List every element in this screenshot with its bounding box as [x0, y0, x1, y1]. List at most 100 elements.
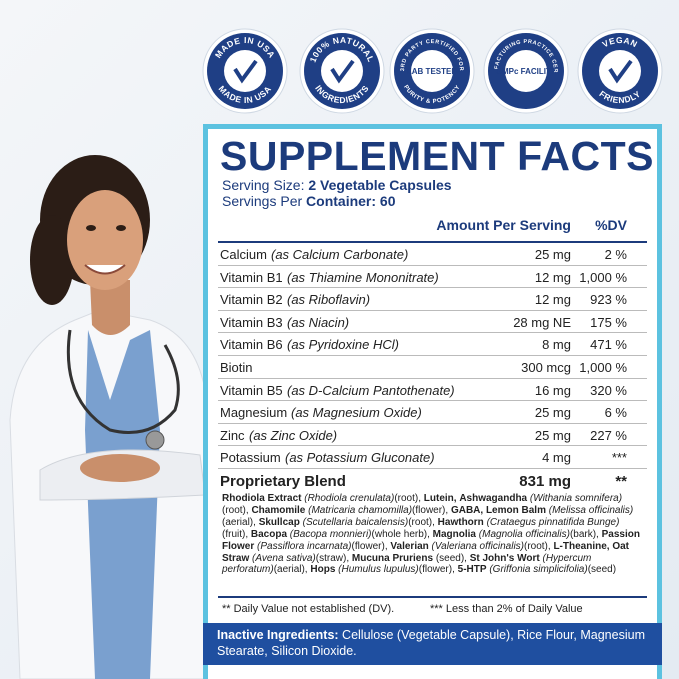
ingredient-part: (fruit),: [222, 528, 249, 540]
amount: 28 mg NE: [513, 314, 571, 330]
badge-icon: [608, 59, 633, 84]
nutrient-row: Magnesium (as Magnesium Oxide) 25 mg 6 %: [218, 401, 647, 424]
ingredient-name: Mucuna Pruriens: [351, 552, 434, 564]
nutrient-source: (as Pyridoxine HCl): [287, 337, 399, 353]
badge-center-text: GMPc FACILITY: [496, 67, 557, 76]
ingredient-part: (flower),: [351, 540, 388, 552]
servings-per-container: Servings Per Container: 60: [222, 193, 396, 209]
daily-value: 227 %: [590, 427, 627, 443]
amount-header: Amount Per Serving: [436, 217, 571, 233]
ingredient-name: L-Theanine, Oat Straw: [222, 540, 630, 564]
ingredient-latin: (Crataegus pinnatifida Bunge): [486, 516, 620, 528]
daily-value: 471 %: [590, 337, 627, 353]
amount: 4 mg: [542, 450, 571, 466]
ingredient-part: (root),: [222, 504, 249, 516]
ingredient-part: (bark),: [569, 528, 599, 540]
badge-inner: [411, 50, 453, 92]
ingredient-latin: (Scutellaria baicalensis): [302, 516, 409, 528]
ingredient-latin: (Griffonia simplicifolia): [489, 564, 588, 576]
ingredient-part: (seed): [587, 564, 617, 576]
serving-size-label: Serving Size:: [222, 177, 305, 193]
ingredient-name: Ashwagandha: [459, 493, 528, 504]
badge-icon: [330, 59, 355, 84]
nutrient-name: Vitamin B2: [220, 292, 283, 308]
ingredient-latin: (Avena sativa): [252, 552, 316, 564]
blend-ingredients: Rhodiola Extract (Rhodiola crenulata)(ro…: [222, 493, 645, 576]
daily-value: 1,000 %: [579, 359, 627, 375]
nutrient-source: (as Niacin): [287, 314, 350, 330]
nutrient-source: (as Riboflavin): [287, 292, 371, 308]
amount: 16 mg: [534, 382, 571, 398]
nutrient-row: Potassium (as Potassium Gluconate) 4 mg ***: [218, 446, 647, 469]
ingredient-part: (whole herb),: [371, 528, 430, 540]
nutrient-row: Vitamin B6 (as Pyridoxine HCl) 8 mg 471 %: [218, 333, 647, 356]
daily-value: 1,000 %: [579, 269, 627, 285]
serving-size: Serving Size: 2 Vegetable Capsules: [222, 177, 452, 193]
nutrient-name: Magnesium: [220, 405, 288, 421]
footnote: *** Less than 2% of Daily Value: [430, 603, 583, 615]
blend-row: Proprietary Blend 831 mg **: [218, 469, 647, 493]
divider: [218, 596, 647, 598]
nutrient-row: Vitamin B3 (as Niacin) 28 mg NE 175 %: [218, 311, 647, 334]
ingredient-part: (root),: [524, 540, 551, 552]
amount: 25 mg: [534, 427, 571, 443]
ingredient-latin: (Rhodiola crenulata): [304, 493, 395, 504]
amount: 12 mg: [534, 292, 571, 308]
nutrient-name: Vitamin B6: [220, 337, 283, 353]
nutrient-name: Calcium: [220, 247, 267, 262]
badge-center-text: LAB TESTED: [407, 67, 457, 76]
daily-value: 320 %: [590, 382, 627, 398]
nutrient-row: Zinc (as Zinc Oxide) 25 mg 227 %: [218, 424, 647, 447]
servings-value: Container: 60: [306, 193, 396, 209]
daily-value: **: [615, 472, 627, 490]
servings-label: Servings Per: [222, 193, 303, 209]
nutrient-rows: Calcium (as Calcium Carbonate) 25 mg 2 % Vit…: [218, 241, 647, 493]
footnote: ** Daily Value not established (DV).: [222, 603, 395, 615]
ingredient-name: 5-HTP: [457, 564, 487, 576]
ingredient-name: Hawthorn: [437, 516, 484, 528]
serving-size-value: 2 Vegetable Capsules: [308, 177, 452, 193]
ingredient-part: (aerial),: [273, 564, 308, 576]
ingredient-part: (root),: [408, 516, 435, 528]
ingredient-name: Magnolia: [432, 528, 476, 540]
ingredient-part: (flower),: [412, 504, 449, 516]
ingredient-name: GABA, Lemon Balm: [450, 504, 546, 516]
ingredient-name: Bacopa: [250, 528, 288, 540]
ingredient-name: Lutein,: [423, 493, 457, 504]
badge-text: FRIENDLY: [597, 89, 642, 106]
nutrient-name: Vitamin B5: [220, 382, 283, 398]
nutrient-name: Proprietary Blend: [220, 472, 346, 490]
ingredient-latin: (Matricaria chamomilla): [308, 504, 413, 516]
amount: 12 mg: [534, 269, 571, 285]
badge-text: VEGAN: [601, 35, 640, 49]
ingredient-name: Passion Flower: [222, 528, 640, 552]
ingredient-latin: (Withania somnifera): [529, 493, 623, 504]
nutrient-row: Calcium (as Calcium Carbonate) 25 mg 2 %: [218, 243, 647, 266]
badge-icon: [233, 59, 258, 84]
dv-header: %DV: [595, 217, 627, 233]
ingredient-part: (aerial),: [222, 516, 256, 528]
ingredient-name: St John's Wort: [469, 552, 540, 564]
ingredient-latin: (Hypercum perforatum): [222, 552, 592, 576]
nutrient-name: Vitamin B1: [220, 269, 283, 285]
nutrient-row: Vitamin B5 (as D-Calcium Pantothenate) 16 …: [218, 379, 647, 402]
amount: 25 mg: [534, 247, 571, 262]
ingredient-part: (root),: [394, 493, 421, 504]
badge-inner: [321, 50, 363, 92]
ingredient-latin: (Bacopa monnieri): [289, 528, 372, 540]
ingredient-part: (flower),: [418, 564, 455, 576]
nutrient-name: Biotin: [220, 359, 253, 375]
ingredient-name: Valerian: [390, 540, 429, 552]
ingredient-part: (seed),: [435, 552, 467, 564]
ingredient-name: Rhodiola Extract: [222, 493, 302, 504]
ingredient-name: Hops: [310, 564, 336, 576]
ingredient-part: (straw),: [315, 552, 350, 564]
amount: 831 mg: [519, 472, 571, 490]
daily-value: 175 %: [590, 314, 627, 330]
nutrient-name: Potassium: [220, 450, 281, 466]
amount: 8 mg: [542, 337, 571, 353]
